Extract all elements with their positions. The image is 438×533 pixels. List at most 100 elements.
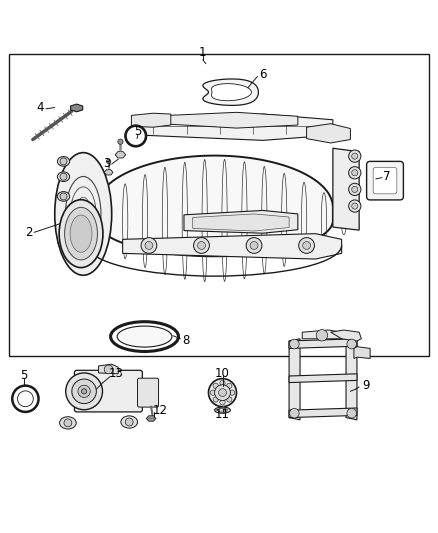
Text: 3: 3 [103, 157, 110, 169]
Circle shape [78, 385, 90, 398]
Circle shape [349, 183, 361, 196]
Polygon shape [289, 408, 357, 418]
Polygon shape [193, 214, 289, 231]
FancyBboxPatch shape [74, 370, 142, 412]
Text: 12: 12 [152, 403, 167, 417]
Ellipse shape [215, 407, 230, 413]
Circle shape [141, 238, 157, 253]
Circle shape [290, 339, 299, 349]
Polygon shape [131, 113, 171, 127]
Polygon shape [123, 233, 342, 259]
Ellipse shape [111, 322, 179, 351]
Polygon shape [184, 211, 298, 233]
Circle shape [220, 400, 225, 405]
Polygon shape [331, 330, 361, 341]
Text: 10: 10 [215, 367, 230, 380]
Text: 6: 6 [259, 68, 267, 80]
Circle shape [299, 238, 314, 253]
Circle shape [213, 383, 218, 389]
Polygon shape [307, 124, 350, 143]
Circle shape [60, 193, 67, 200]
Circle shape [352, 187, 358, 192]
Ellipse shape [65, 207, 97, 260]
Text: 2: 2 [25, 226, 32, 239]
Circle shape [290, 408, 299, 418]
Polygon shape [115, 151, 126, 158]
Circle shape [246, 238, 262, 253]
Text: 8: 8 [183, 335, 190, 348]
Circle shape [81, 389, 87, 394]
Circle shape [303, 241, 311, 249]
Polygon shape [146, 416, 156, 421]
Circle shape [347, 339, 357, 349]
Ellipse shape [70, 215, 92, 252]
Circle shape [227, 397, 232, 402]
Circle shape [219, 389, 226, 397]
Circle shape [349, 150, 361, 162]
Circle shape [210, 390, 215, 395]
Circle shape [220, 381, 225, 386]
Circle shape [352, 153, 358, 159]
Circle shape [64, 419, 72, 427]
Bar [9, 54, 429, 356]
Ellipse shape [60, 417, 76, 429]
Circle shape [230, 390, 235, 395]
Polygon shape [71, 104, 83, 112]
Circle shape [125, 125, 146, 147]
Ellipse shape [57, 157, 70, 166]
Polygon shape [333, 148, 359, 230]
Circle shape [18, 391, 33, 407]
Circle shape [12, 386, 39, 412]
Circle shape [60, 158, 67, 165]
Circle shape [198, 241, 205, 249]
Text: 5: 5 [21, 369, 28, 382]
Circle shape [118, 139, 123, 144]
Text: 1: 1 [199, 46, 207, 59]
Text: 9: 9 [362, 379, 370, 392]
Ellipse shape [57, 172, 70, 182]
Polygon shape [169, 112, 298, 128]
Circle shape [126, 126, 146, 146]
Circle shape [208, 378, 237, 407]
Circle shape [66, 373, 102, 410]
Circle shape [130, 130, 142, 142]
Circle shape [352, 203, 358, 209]
Ellipse shape [218, 408, 227, 412]
Text: 5: 5 [134, 125, 141, 138]
Circle shape [347, 408, 357, 418]
Circle shape [349, 167, 361, 179]
Text: 7: 7 [382, 170, 390, 183]
Polygon shape [346, 339, 357, 420]
Circle shape [194, 238, 209, 253]
Circle shape [250, 241, 258, 249]
Circle shape [145, 241, 153, 249]
Circle shape [104, 365, 113, 374]
Text: 11: 11 [215, 408, 230, 421]
Circle shape [106, 159, 111, 164]
FancyBboxPatch shape [373, 167, 397, 194]
Polygon shape [302, 330, 342, 339]
Polygon shape [203, 79, 258, 106]
Polygon shape [289, 374, 357, 383]
Polygon shape [354, 346, 370, 359]
Text: 13: 13 [109, 367, 124, 381]
FancyBboxPatch shape [367, 161, 403, 200]
Ellipse shape [57, 191, 70, 201]
Text: 4: 4 [36, 101, 44, 115]
Ellipse shape [59, 200, 103, 268]
Circle shape [227, 383, 232, 389]
Polygon shape [289, 339, 357, 349]
Circle shape [60, 173, 67, 180]
Polygon shape [289, 339, 300, 420]
Circle shape [316, 329, 328, 341]
FancyBboxPatch shape [138, 378, 159, 407]
Circle shape [72, 379, 96, 403]
Circle shape [215, 385, 230, 400]
Ellipse shape [121, 416, 138, 428]
Polygon shape [140, 114, 333, 140]
Polygon shape [104, 169, 113, 175]
Circle shape [213, 397, 218, 402]
Circle shape [352, 169, 358, 176]
Polygon shape [96, 156, 333, 256]
Polygon shape [99, 364, 118, 374]
